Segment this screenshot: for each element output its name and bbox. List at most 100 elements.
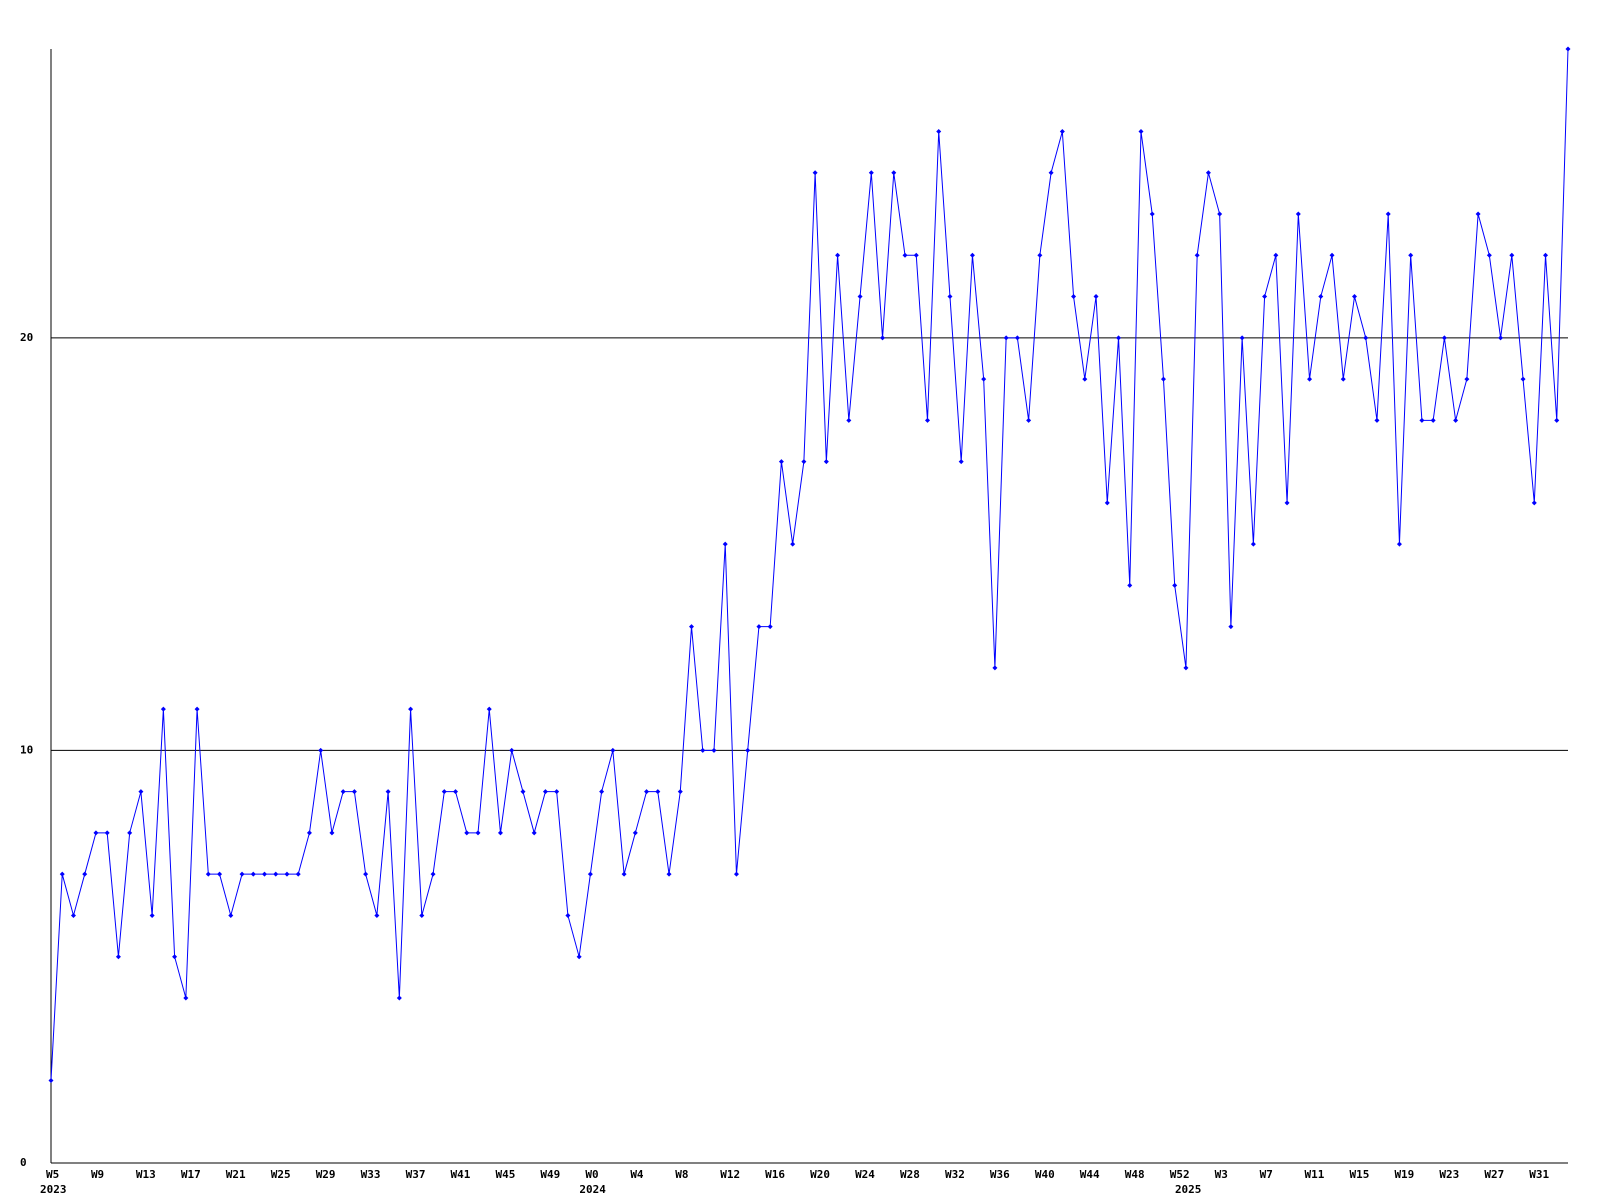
point bbox=[59, 871, 65, 877]
point bbox=[1149, 211, 1155, 217]
point bbox=[115, 954, 121, 960]
point bbox=[1284, 500, 1290, 506]
point bbox=[823, 459, 829, 465]
point bbox=[1329, 252, 1335, 258]
x-tick-label: W40 bbox=[1035, 1168, 1055, 1181]
point bbox=[340, 789, 346, 795]
series-line bbox=[50, 48, 1569, 1081]
point bbox=[497, 830, 503, 836]
point bbox=[1160, 376, 1166, 382]
point bbox=[1048, 170, 1054, 176]
x-tick-label: W20 bbox=[810, 1168, 830, 1181]
point bbox=[1441, 335, 1447, 341]
point bbox=[1565, 46, 1571, 52]
x-tick-label: W5 bbox=[46, 1168, 59, 1181]
point bbox=[475, 830, 481, 836]
point bbox=[958, 459, 964, 465]
point bbox=[430, 871, 436, 877]
point bbox=[262, 871, 268, 877]
point bbox=[891, 170, 897, 176]
x-tick-label: W9 bbox=[91, 1168, 104, 1181]
x-tick-label: W29 bbox=[316, 1168, 336, 1181]
x-tick-label: W28 bbox=[900, 1168, 920, 1181]
point bbox=[70, 912, 76, 918]
point bbox=[1037, 252, 1043, 258]
x-tick-label: W24 bbox=[855, 1168, 875, 1181]
point bbox=[576, 954, 582, 960]
point bbox=[1250, 541, 1256, 547]
point bbox=[93, 830, 99, 836]
point bbox=[172, 954, 178, 960]
point bbox=[655, 789, 661, 795]
point bbox=[1183, 665, 1189, 671]
x-tick-label: W44 bbox=[1080, 1168, 1100, 1181]
x-tick-label: W11 bbox=[1305, 1168, 1325, 1181]
point bbox=[1138, 129, 1144, 135]
point bbox=[1419, 417, 1425, 423]
point bbox=[1127, 582, 1133, 588]
point bbox=[1273, 252, 1279, 258]
point bbox=[1509, 252, 1515, 258]
point bbox=[868, 170, 874, 176]
point bbox=[351, 789, 357, 795]
x-tick-label: W15 bbox=[1349, 1168, 1369, 1181]
point bbox=[1531, 500, 1537, 506]
point bbox=[306, 830, 312, 836]
x-tick-label: W4 bbox=[630, 1168, 644, 1181]
x-tick-label: W7 bbox=[1260, 1168, 1273, 1181]
point bbox=[1071, 294, 1077, 300]
point bbox=[689, 624, 695, 630]
x-tick-label: W16 bbox=[765, 1168, 785, 1181]
point bbox=[250, 871, 256, 877]
point bbox=[82, 871, 88, 877]
point bbox=[1486, 252, 1492, 258]
point bbox=[1014, 335, 1020, 341]
point bbox=[295, 871, 301, 877]
point bbox=[1543, 252, 1549, 258]
point bbox=[1172, 582, 1178, 588]
y-tick-label: 0 bbox=[20, 1156, 27, 1169]
point bbox=[127, 830, 133, 836]
point bbox=[666, 871, 672, 877]
point bbox=[441, 789, 447, 795]
x-tick-label: W8 bbox=[675, 1168, 688, 1181]
year-label: 2024 bbox=[579, 1183, 606, 1196]
x-tick-label: W32 bbox=[945, 1168, 965, 1181]
point bbox=[722, 541, 728, 547]
point bbox=[745, 747, 751, 753]
point bbox=[1408, 252, 1414, 258]
point bbox=[1003, 335, 1009, 341]
point bbox=[1340, 376, 1346, 382]
point bbox=[160, 706, 166, 712]
point bbox=[947, 294, 953, 300]
point bbox=[509, 747, 515, 753]
point bbox=[48, 1077, 54, 1083]
point bbox=[239, 871, 245, 877]
point bbox=[1116, 335, 1122, 341]
point bbox=[902, 252, 908, 258]
point bbox=[644, 789, 650, 795]
point bbox=[205, 871, 211, 877]
point bbox=[835, 252, 841, 258]
x-tick-label: W0 bbox=[585, 1168, 598, 1181]
point bbox=[1194, 252, 1200, 258]
point bbox=[194, 706, 200, 712]
point bbox=[812, 170, 818, 176]
point bbox=[104, 830, 110, 836]
x-tick-label: W52 bbox=[1170, 1168, 1190, 1181]
x-tick-label: W31 bbox=[1529, 1168, 1549, 1181]
point bbox=[610, 747, 616, 753]
y-tick-label: 10 bbox=[20, 743, 33, 756]
point bbox=[542, 789, 548, 795]
point bbox=[138, 789, 144, 795]
x-tick-label: W33 bbox=[361, 1168, 381, 1181]
point bbox=[419, 912, 425, 918]
point bbox=[531, 830, 537, 836]
point bbox=[1093, 294, 1099, 300]
point bbox=[486, 706, 492, 712]
point bbox=[880, 335, 886, 341]
point bbox=[329, 830, 335, 836]
x-tick-label: W25 bbox=[271, 1168, 291, 1181]
point bbox=[677, 789, 683, 795]
point bbox=[1059, 129, 1065, 135]
